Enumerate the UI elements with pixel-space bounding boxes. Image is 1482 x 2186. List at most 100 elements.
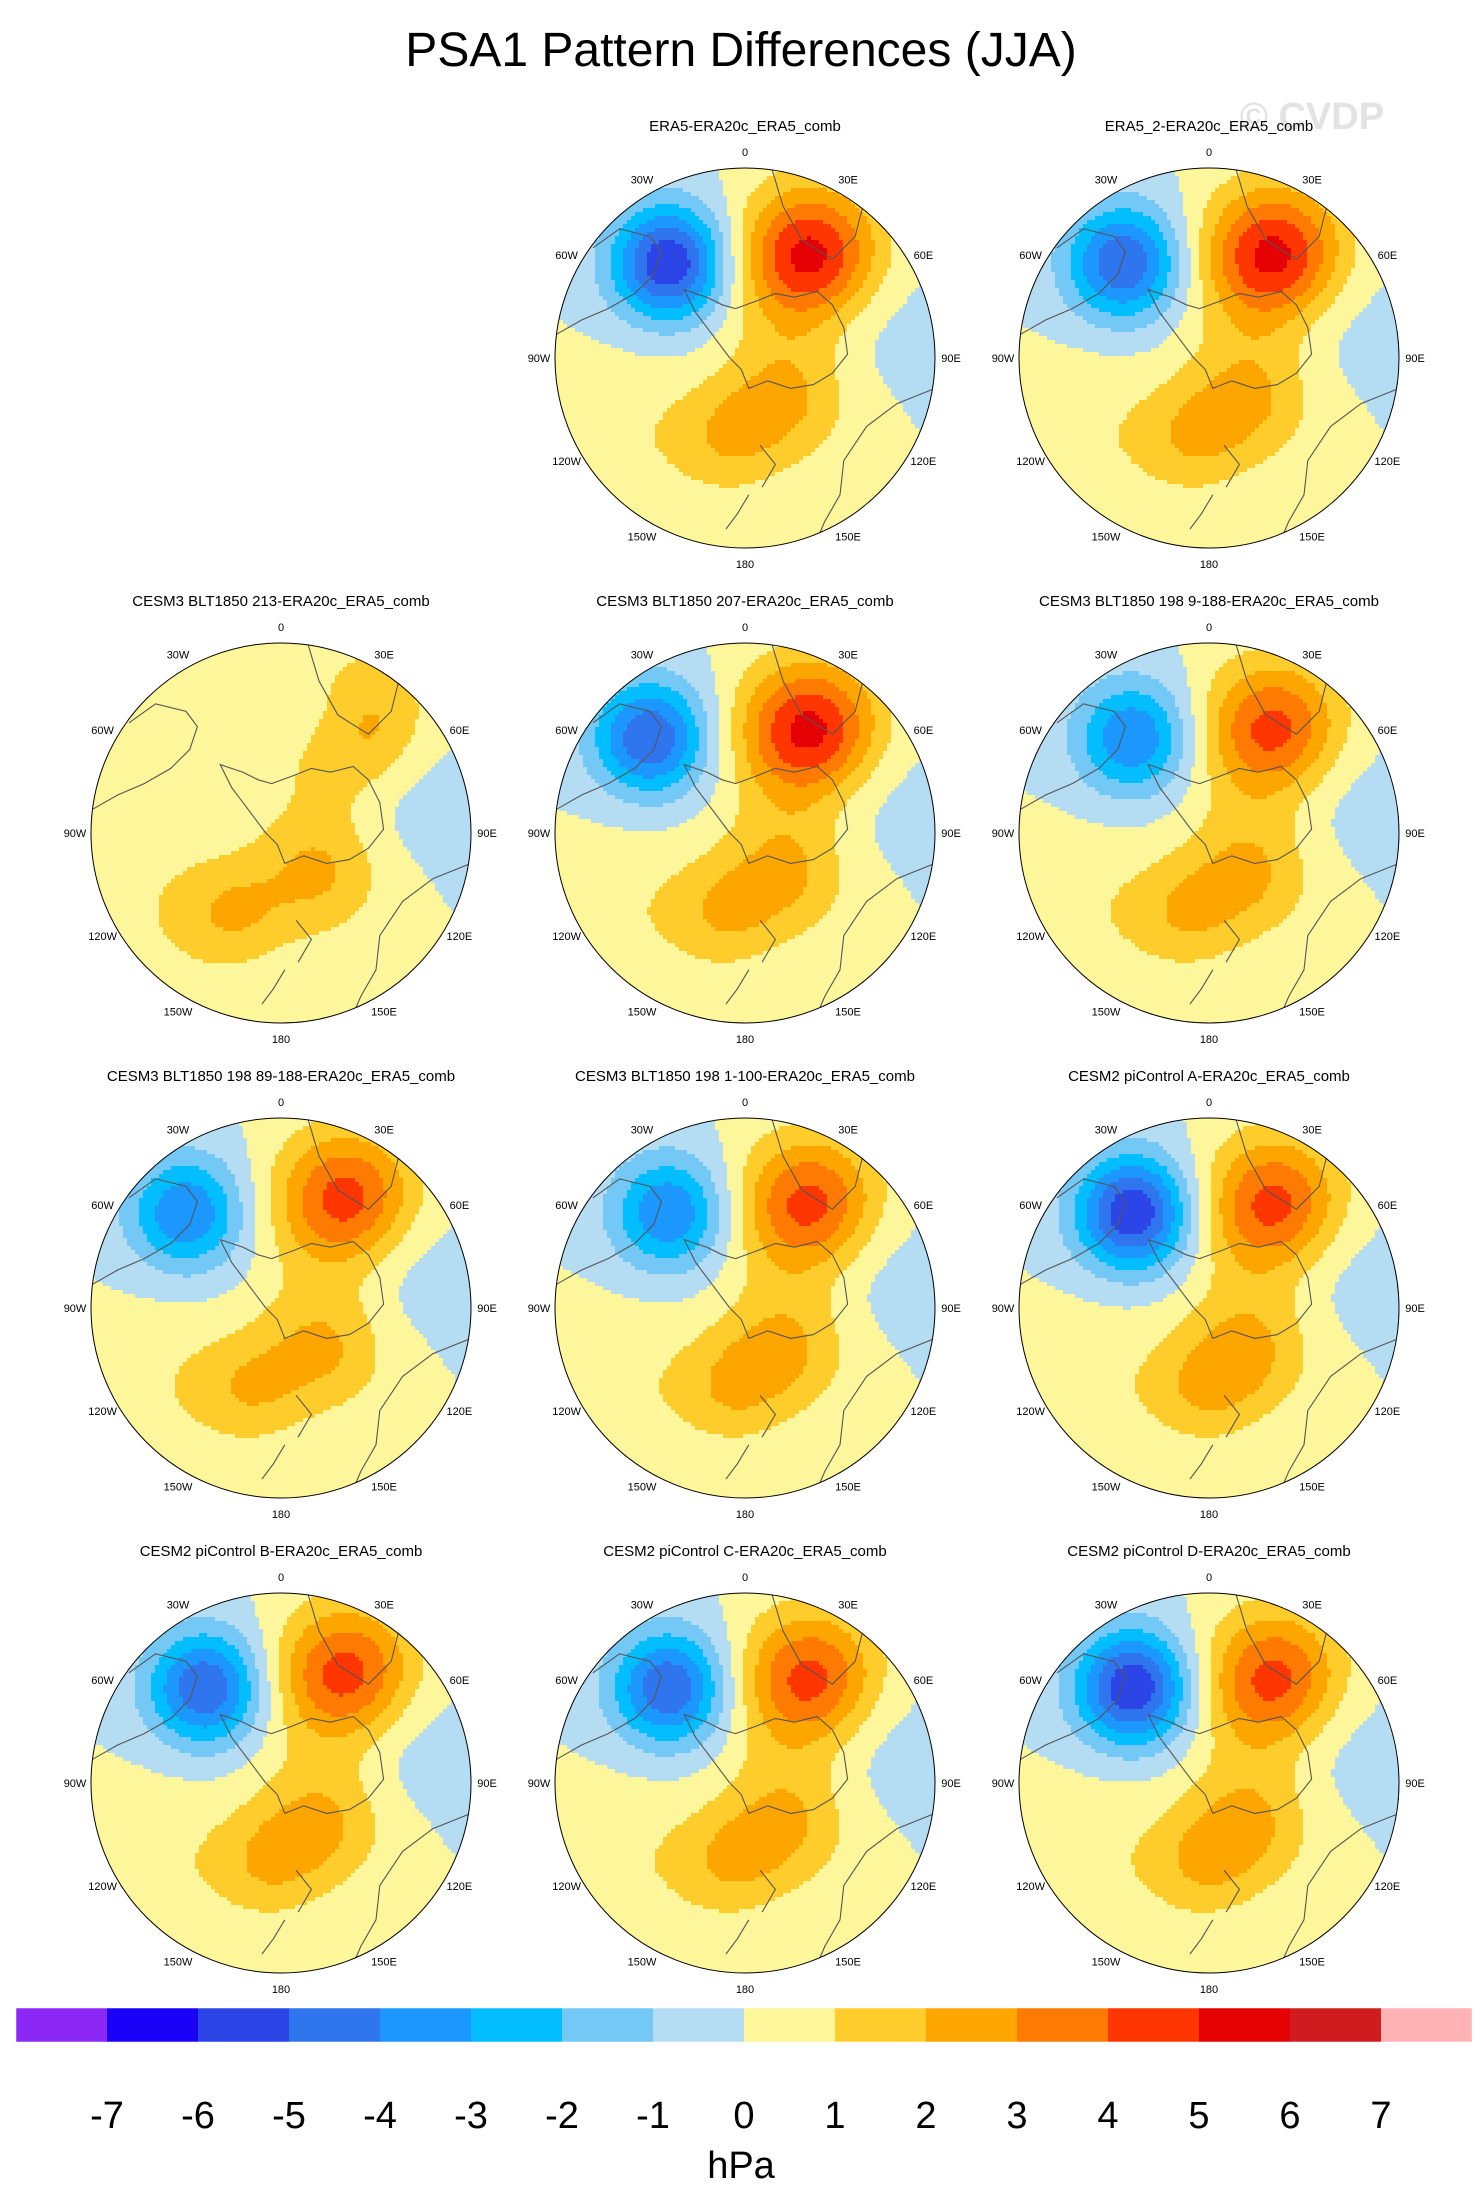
field-cell — [755, 200, 759, 204]
field-cell — [795, 248, 799, 252]
field-cell — [711, 228, 715, 232]
field-cell — [867, 372, 871, 376]
field-cell — [767, 208, 771, 212]
field-cell — [599, 316, 603, 320]
field-cell — [607, 276, 611, 280]
field-cell — [643, 360, 647, 364]
field-cell — [703, 176, 707, 180]
field-cell — [847, 376, 851, 380]
field-cell — [699, 332, 703, 336]
field-cell — [655, 276, 659, 280]
field-cell — [639, 296, 643, 300]
field-cell — [663, 232, 667, 236]
field-cell — [803, 368, 807, 372]
field-cell — [919, 368, 923, 372]
field-cell — [855, 320, 859, 324]
field-cell — [591, 300, 595, 304]
field-cell — [723, 188, 727, 192]
field-cell — [931, 400, 935, 404]
field-cell — [919, 332, 923, 336]
field-cell — [647, 248, 651, 252]
field-cell — [907, 304, 911, 308]
field-cell — [627, 304, 631, 308]
field-cell — [651, 344, 655, 348]
field-cell — [707, 340, 711, 344]
field-cell — [795, 288, 799, 292]
field-cell — [899, 388, 903, 392]
field-cell — [755, 344, 759, 348]
field-cell — [875, 380, 879, 384]
field-cell — [903, 328, 907, 332]
field-cell — [691, 256, 695, 260]
field-cell — [771, 376, 775, 380]
field-cell — [735, 204, 739, 208]
field-cell — [859, 272, 863, 276]
field-cell — [567, 296, 571, 300]
field-cell — [659, 340, 663, 344]
field-cell — [611, 308, 615, 312]
field-cell — [603, 260, 607, 264]
field-cell — [643, 324, 647, 328]
field-cell — [659, 372, 663, 376]
field-cell — [815, 208, 819, 212]
field-cell — [599, 412, 603, 416]
field-cell — [767, 348, 771, 352]
field-cell — [747, 320, 751, 324]
field-cell — [627, 316, 631, 320]
field-cell — [787, 200, 791, 204]
field-cell — [859, 260, 863, 264]
field-cell — [791, 324, 795, 328]
field-cell — [895, 308, 899, 312]
field-cell — [691, 228, 695, 232]
field-cell — [903, 304, 907, 308]
field-cell — [675, 268, 679, 272]
field-cell — [887, 248, 891, 252]
field-cell — [739, 320, 743, 324]
field-cell — [743, 308, 747, 312]
field-cell — [811, 268, 815, 272]
field-cell — [691, 344, 695, 348]
field-cell — [599, 256, 603, 260]
field-cell — [799, 312, 803, 316]
field-cell — [759, 212, 763, 216]
field-cell — [739, 316, 743, 320]
field-cell — [659, 400, 663, 404]
field-cell — [615, 248, 619, 252]
field-cell — [667, 288, 671, 292]
field-cell — [735, 232, 739, 236]
field-cell — [883, 332, 887, 336]
field-cell — [635, 264, 639, 268]
field-cell — [927, 364, 931, 368]
field-cell — [655, 388, 659, 392]
field-cell — [759, 196, 763, 200]
field-cell — [695, 412, 699, 416]
field-cell — [779, 372, 783, 376]
field-cell — [651, 232, 655, 236]
field-cell — [879, 244, 883, 248]
field-cell — [655, 308, 659, 312]
field-cell — [591, 316, 595, 320]
field-cell — [591, 256, 595, 260]
field-cell — [751, 228, 755, 232]
field-cell — [871, 376, 875, 380]
field-cell — [775, 408, 779, 412]
field-cell — [703, 368, 707, 372]
field-cell — [627, 400, 631, 404]
field-cell — [855, 388, 859, 392]
field-cell — [659, 280, 663, 284]
field-cell — [863, 348, 867, 352]
field-cell — [763, 308, 767, 312]
field-cell — [691, 272, 695, 276]
field-cell — [791, 280, 795, 284]
field-cell — [739, 236, 743, 240]
field-cell — [655, 252, 659, 256]
field-cell — [855, 328, 859, 332]
field-cell — [919, 324, 923, 328]
field-cell — [775, 376, 779, 380]
field-cell — [671, 304, 675, 308]
field-cell — [847, 392, 851, 396]
field-cell — [719, 212, 723, 216]
field-cell — [923, 340, 927, 344]
field-cell — [871, 364, 875, 368]
field-cell — [647, 296, 651, 300]
